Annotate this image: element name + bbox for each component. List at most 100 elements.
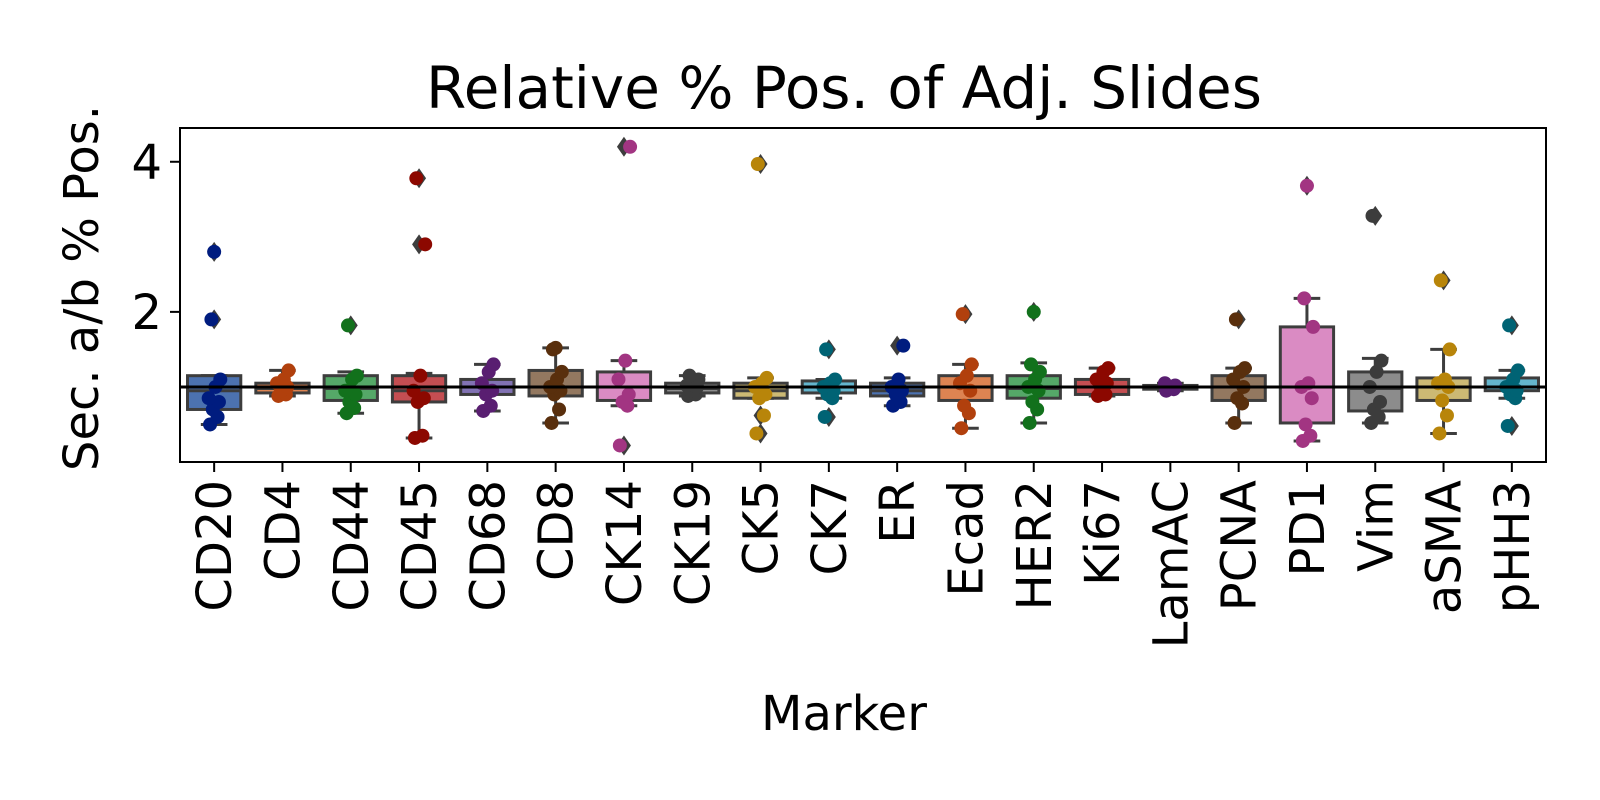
data-point (954, 421, 969, 436)
data-point (750, 157, 765, 172)
x-tick-label-CK14: CK14 (597, 480, 653, 606)
data-point (1024, 357, 1039, 372)
data-point (1365, 208, 1380, 223)
box-CD4 (254, 363, 311, 403)
data-point (548, 340, 563, 355)
data-point (1374, 353, 1389, 368)
data-point (1025, 394, 1040, 409)
data-point (1297, 291, 1312, 306)
data-point (1237, 361, 1252, 376)
data-point (1022, 415, 1037, 430)
x-tick-label-aSMA: aSMA (1417, 480, 1473, 614)
box-CK14 (595, 136, 653, 456)
x-tick-label-CD20: CD20 (187, 480, 243, 612)
data-point (544, 415, 559, 430)
box-CK7 (800, 339, 857, 427)
data-point (1228, 312, 1243, 327)
data-point (623, 139, 638, 154)
data-point (759, 370, 774, 385)
data-point (409, 171, 424, 186)
box-pHH3 (1483, 315, 1540, 436)
box-iqr (1278, 325, 1336, 425)
x-tick-label-CK7: CK7 (802, 480, 858, 576)
data-point (955, 307, 970, 322)
x-tick-label-Ki67: Ki67 (1075, 480, 1131, 586)
data-point (486, 357, 501, 372)
data-point (1306, 319, 1321, 334)
chart-title: Relative % Pos. of Adj. Slides (426, 54, 1262, 122)
data-point (758, 387, 773, 402)
x-tick-label-LamAC: LamAC (1143, 480, 1199, 648)
box-CD8 (527, 340, 584, 430)
data-point (749, 426, 764, 441)
data-point (1101, 361, 1116, 376)
box-ER (869, 335, 926, 413)
data-point (415, 428, 430, 443)
plot-area (180, 136, 1546, 456)
data-point (959, 368, 974, 383)
data-point (896, 338, 911, 353)
box-HER2 (1005, 301, 1062, 430)
y-axis-label: Sec. a/b % Pos. (54, 105, 110, 471)
axes: 2 4 CD20 CD4 CD44 CD45 CD68 CD8 CK14 CK19 CK5 CK7 ER… (131, 135, 1540, 649)
x-tick-label-CK5: CK5 (734, 480, 790, 576)
data-point (964, 357, 979, 372)
data-point (1437, 372, 1452, 387)
data-point (891, 372, 906, 387)
box-aSMA (1415, 270, 1472, 441)
box-Vim (1347, 205, 1404, 430)
x-tick-label-PCNA: PCNA (1212, 480, 1268, 611)
data-point (1304, 391, 1319, 406)
data-point (1433, 273, 1448, 288)
x-tick-label-CD4: CD4 (255, 480, 311, 581)
data-point (817, 409, 832, 424)
data-point (756, 408, 771, 423)
x-tick-label-CD8: CD8 (529, 480, 585, 581)
data-point (1442, 342, 1457, 357)
data-point (207, 244, 222, 259)
x-tick-label-Vim: Vim (1348, 480, 1404, 572)
data-point (1500, 418, 1515, 433)
data-point (612, 438, 627, 453)
data-point (1373, 394, 1388, 409)
plot-frame (179, 127, 1547, 463)
x-tick-label-CD44: CD44 (324, 480, 380, 612)
data-point (957, 398, 972, 413)
x-tick-label-CD45: CD45 (392, 480, 448, 612)
data-point (621, 387, 636, 402)
x-axis-label: Marker (761, 686, 927, 742)
box-Ki67 (1073, 361, 1131, 403)
data-point (418, 237, 433, 252)
data-point (1502, 318, 1517, 333)
data-point (1026, 304, 1041, 319)
data-point (611, 372, 626, 387)
data-point (1439, 408, 1454, 423)
data-point (341, 318, 356, 333)
x-tick-label-Ecad: Ecad (938, 480, 994, 597)
data-point (552, 402, 567, 417)
data-point (618, 353, 633, 368)
data-point (349, 368, 364, 383)
data-point (204, 312, 219, 327)
y-tick-label: 2 (131, 285, 162, 341)
box-PCNA (1210, 309, 1267, 430)
data-point (554, 364, 569, 379)
x-tick-label-pHH3: pHH3 (1485, 480, 1541, 613)
data-point (819, 342, 834, 357)
box-Ecad (937, 304, 994, 436)
data-point (413, 368, 428, 383)
x-tick-label-HER2: HER2 (1007, 480, 1063, 610)
data-point (1435, 393, 1450, 408)
data-point (416, 391, 431, 406)
data-point (281, 363, 296, 378)
y-tick-label: 4 (131, 135, 162, 191)
x-tick-label-PD1: PD1 (1280, 480, 1336, 576)
x-tick-label-CK19: CK19 (665, 480, 721, 606)
data-point (1369, 364, 1384, 379)
box-CD44 (322, 315, 379, 421)
data-point (1230, 391, 1245, 406)
box-CD20 (186, 241, 243, 432)
data-point (1227, 415, 1242, 430)
data-point (213, 372, 228, 387)
